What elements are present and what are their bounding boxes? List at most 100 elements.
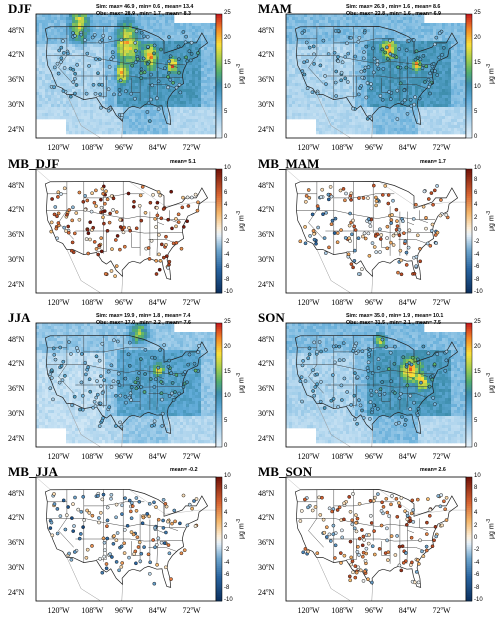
station-marker (385, 510, 390, 515)
station-marker (56, 195, 60, 199)
station-marker (315, 204, 320, 208)
lon-label: 96oW (115, 452, 134, 461)
station-marker (352, 526, 357, 531)
station-marker (404, 522, 409, 527)
station-marker (315, 551, 320, 556)
colorbar-tick: 5 (224, 418, 228, 425)
station-marker (138, 357, 143, 361)
map-panel-mb-mam: MB_MAM mean= 1.7 48oN 42oN 36oN 30oN 24oN 120oW… (250, 155, 500, 309)
station-marker (81, 494, 86, 499)
station-marker (352, 417, 357, 422)
mean-label: mean= -0.2 (170, 467, 198, 473)
panel-title: DJF (8, 1, 32, 16)
lat-label: 48oN (258, 334, 275, 344)
station-marker (170, 381, 175, 385)
station-marker (385, 246, 390, 251)
station-marker (98, 384, 103, 388)
station-marker (98, 401, 103, 406)
station-marker (328, 539, 333, 543)
station-marker (351, 349, 356, 353)
map-canvas (285, 168, 473, 294)
lat-label: 42oN (8, 50, 25, 60)
station-marker (405, 362, 409, 367)
station-marker (354, 520, 358, 525)
station-marker (367, 253, 372, 258)
station-marker (174, 240, 179, 245)
station-marker (106, 87, 111, 92)
station-marker (335, 240, 340, 245)
station-marker (379, 523, 384, 528)
station-marker (85, 227, 90, 232)
station-marker (359, 69, 364, 74)
station-marker (112, 534, 116, 538)
station-marker (146, 44, 150, 49)
station-marker (395, 514, 400, 519)
lat-label: 24oN (8, 433, 25, 443)
station-marker (135, 376, 140, 381)
station-marker (352, 258, 357, 263)
station-marker (123, 89, 128, 94)
station-marker (364, 546, 369, 551)
lon-label: 72oW (182, 298, 201, 307)
station-marker (169, 189, 174, 194)
station-marker (434, 241, 439, 245)
station-marker (391, 198, 395, 203)
map-canvas (35, 168, 223, 294)
station-marker (378, 250, 382, 254)
station-marker (70, 403, 74, 408)
station-marker (154, 543, 159, 547)
station-marker (345, 80, 350, 84)
station-marker (340, 60, 345, 65)
station-marker (147, 571, 152, 576)
station-marker (153, 217, 158, 221)
station-marker (423, 80, 427, 84)
station-marker (70, 218, 75, 223)
station-marker (315, 382, 319, 387)
station-marker (440, 523, 444, 528)
station-marker (370, 407, 375, 412)
station-marker (118, 78, 123, 83)
station-marker (105, 228, 110, 233)
station-marker (55, 61, 60, 66)
station-marker (430, 377, 435, 382)
station-marker (52, 212, 57, 217)
station-marker (100, 210, 105, 214)
station-marker (140, 185, 145, 189)
station-marker (59, 192, 63, 196)
lat-label: 48oN (8, 25, 25, 35)
station-marker (88, 389, 93, 394)
station-marker (98, 556, 103, 561)
station-marker (97, 516, 101, 520)
station-marker (349, 562, 354, 567)
station-marker (87, 377, 92, 382)
station-marker (149, 238, 154, 243)
sim-stats: Sim: max= 46.9 , min= 0.6 , mean= 13.4 (96, 4, 194, 10)
station-marker (306, 505, 310, 510)
lat-label: 36oN (8, 538, 25, 548)
station-marker (435, 73, 440, 77)
station-marker (185, 59, 190, 63)
station-marker (422, 189, 427, 194)
station-marker (134, 386, 139, 391)
station-marker (137, 499, 142, 504)
station-marker (429, 228, 434, 233)
station-marker (114, 424, 118, 428)
colorbar-tick: -2 (224, 547, 230, 554)
station-marker (147, 257, 152, 261)
station-marker (120, 503, 124, 508)
station-marker (352, 393, 357, 398)
station-marker (93, 404, 98, 408)
station-marker (326, 192, 331, 197)
station-marker (91, 225, 96, 230)
station-marker (403, 418, 408, 422)
colorbar-tick: -8 (474, 276, 480, 283)
station-marker (98, 510, 103, 515)
station-marker (329, 222, 334, 227)
station-marker (161, 255, 166, 260)
station-marker (73, 71, 77, 76)
station-marker (108, 211, 112, 216)
station-marker (432, 402, 437, 407)
station-marker (383, 184, 388, 188)
station-marker (385, 236, 389, 240)
station-marker (154, 505, 158, 509)
